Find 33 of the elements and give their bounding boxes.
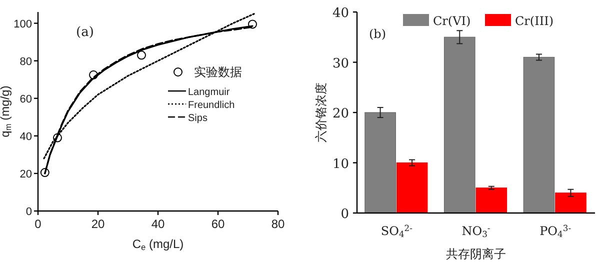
x-tick-label: 80 — [271, 217, 285, 231]
bar — [364, 112, 396, 214]
y-tick-label: 30 — [332, 56, 349, 72]
x-tick-label: 60 — [211, 217, 225, 231]
annotation: (b) — [369, 27, 386, 41]
y-tick-label: 10 — [332, 156, 349, 172]
y-tick-label: 80 — [20, 56, 32, 68]
y-axis-title: 六价铬浓度 — [314, 82, 328, 142]
y-tick-label: 60 — [20, 93, 32, 106]
x-tick-label: 0 — [34, 217, 42, 231]
y-tick-label: 100 — [14, 18, 32, 30]
y-tick-label: 20 — [20, 168, 32, 180]
x-axis-title: C$_{e}$ (mg/L) — [132, 237, 184, 252]
legend-label: Sips — [188, 113, 208, 124]
bar — [396, 162, 428, 214]
bar — [476, 188, 508, 214]
legend-label: Langmuir — [188, 87, 230, 98]
annotation: (a) — [76, 25, 94, 40]
legend-label: Cr(VI) — [433, 14, 471, 28]
x-tick-label: 40 — [151, 217, 165, 231]
legend-label: 实验数据 — [194, 65, 242, 79]
legend-label: Freundlich — [188, 100, 235, 111]
x-tick-label: 20 — [91, 217, 105, 231]
bar — [555, 192, 586, 214]
y-tick-label: 20 — [332, 106, 349, 122]
point — [137, 50, 146, 60]
y-tick-label: 40 — [332, 6, 349, 21]
y-tick-label: 0 — [26, 206, 32, 218]
y-tick-label: 40 — [20, 130, 32, 143]
bar — [523, 56, 555, 214]
legend-label: Cr(III) — [515, 14, 554, 28]
bar — [444, 36, 476, 214]
x-axis-title: 共存阴离子 — [446, 247, 506, 261]
